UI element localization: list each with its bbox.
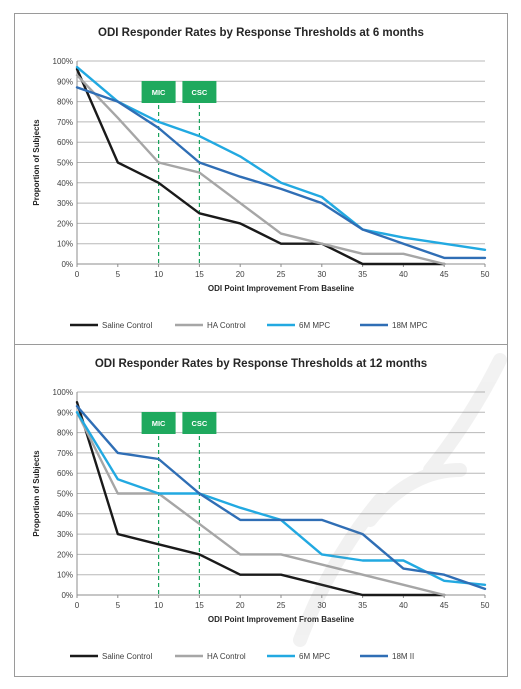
x-tick-label: 35	[358, 270, 367, 279]
y-tick-label: 100%	[53, 388, 73, 397]
x-tick-label: 20	[236, 601, 245, 610]
threshold-badge-label: CSC	[191, 419, 207, 428]
x-tick-label: 40	[399, 601, 408, 610]
y-axis-label: Proportion of Subjects	[32, 450, 41, 537]
series-line-6m-mpc	[75, 65, 487, 252]
y-tick-label: 90%	[57, 77, 73, 86]
x-tick-label: 40	[399, 270, 408, 279]
threshold-badge-label: CSC	[191, 88, 207, 97]
y-tick-label: 10%	[57, 571, 73, 580]
x-tick-label: 0	[75, 601, 80, 610]
x-tick-label: 10	[154, 270, 163, 279]
series-line-saline-control	[75, 67, 446, 266]
y-tick-label: 100%	[53, 57, 73, 66]
chart-12-months: ODI Responder Rates by Response Threshol…	[32, 358, 490, 661]
y-tick-label: 10%	[57, 240, 73, 249]
y-tick-label: 30%	[57, 199, 73, 208]
y-tick-label: 60%	[57, 138, 73, 147]
threshold-badge-label: MIC	[152, 419, 166, 428]
y-tick-label: 40%	[57, 179, 73, 188]
x-tick-label: 45	[440, 270, 449, 279]
y-tick-label: 40%	[57, 510, 73, 519]
x-tick-label: 10	[154, 601, 163, 610]
y-tick-label: 60%	[57, 469, 73, 478]
x-tick-label: 0	[75, 270, 80, 279]
y-tick-label: 70%	[57, 118, 73, 127]
chart-panel-6-months: ODI Responder Rates by Response Threshol…	[14, 13, 508, 346]
legend-label: 6M MPC	[299, 321, 330, 330]
x-tick-label: 25	[277, 601, 286, 610]
x-tick-label: 50	[481, 601, 490, 610]
x-tick-label: 30	[317, 270, 326, 279]
series-line-18m-mpc	[75, 86, 487, 260]
legend-label: HA Control	[207, 652, 246, 661]
x-axis-label: ODI Point Improvement From Baseline	[208, 615, 355, 624]
legend-label: Saline Control	[102, 652, 152, 661]
series-line-18m-ii	[75, 405, 487, 591]
y-axis-label: Proportion of Subjects	[32, 119, 41, 206]
threshold-badge-csc	[182, 412, 217, 434]
x-tick-label: 50	[481, 270, 490, 279]
y-tick-label: 20%	[57, 219, 73, 228]
y-tick-label: 50%	[57, 159, 73, 168]
y-tick-label: 20%	[57, 550, 73, 559]
chart-6-months: ODI Responder Rates by Response Threshol…	[32, 27, 490, 330]
y-tick-label: 0%	[61, 591, 73, 600]
x-axis-label: ODI Point Improvement From Baseline	[208, 284, 355, 293]
legend-label: HA Control	[207, 321, 246, 330]
threshold-badge-csc	[182, 81, 217, 103]
y-tick-label: 70%	[57, 449, 73, 458]
y-tick-label: 80%	[57, 98, 73, 107]
legend-label: 18M II	[392, 652, 414, 661]
series-line-saline-control	[75, 401, 446, 597]
threshold-badge-mic	[141, 81, 176, 103]
chart-title: ODI Responder Rates by Response Threshol…	[98, 27, 424, 39]
legend: Saline Control HA Control 6M MPC 18M MPC	[70, 321, 428, 330]
y-tick-label: 80%	[57, 429, 73, 438]
y-tick-label: 50%	[57, 490, 73, 499]
series-line-ha-control	[75, 411, 446, 597]
x-tick-label: 30	[317, 601, 326, 610]
x-tick-label: 20	[236, 270, 245, 279]
x-tick-label: 35	[358, 601, 367, 610]
y-tick-label: 0%	[61, 260, 73, 269]
y-tick-label: 30%	[57, 530, 73, 539]
chart-title: ODI Responder Rates by Response Threshol…	[95, 358, 427, 370]
x-tick-label: 45	[440, 601, 449, 610]
x-tick-label: 15	[195, 270, 204, 279]
x-tick-label: 5	[116, 270, 121, 279]
series-line-ha-control	[75, 74, 446, 266]
legend: Saline Control HA Control 6M MPC 18M II	[70, 652, 414, 661]
chart-panel-12-months: ODI Responder Rates by Response Threshol…	[14, 344, 508, 677]
legend-label: Saline Control	[102, 321, 152, 330]
x-tick-label: 15	[195, 601, 204, 610]
legend-label: 18M MPC	[392, 321, 428, 330]
y-tick-label: 90%	[57, 408, 73, 417]
x-tick-label: 5	[116, 601, 121, 610]
x-tick-label: 25	[277, 270, 286, 279]
series-line-6m-mpc	[75, 411, 487, 587]
threshold-badge-mic	[141, 412, 176, 434]
threshold-badge-label: MIC	[152, 88, 166, 97]
legend-label: 6M MPC	[299, 652, 330, 661]
